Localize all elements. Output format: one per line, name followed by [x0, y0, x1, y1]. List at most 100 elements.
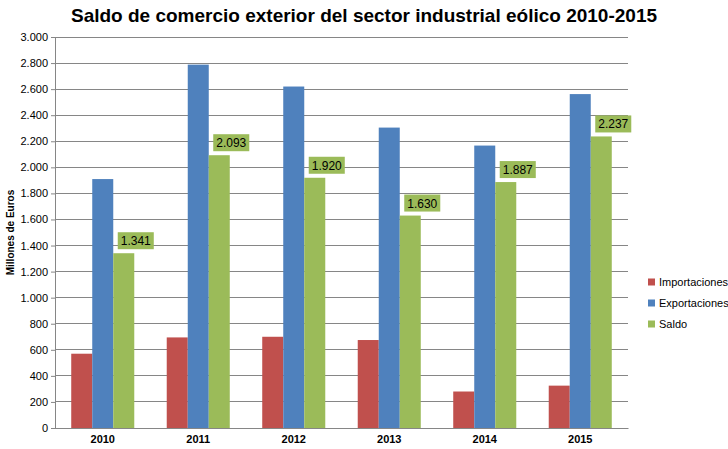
tick: 2.200: [20, 135, 55, 147]
axis-line: [55, 38, 56, 429]
data-label-text: 1.630: [407, 197, 437, 211]
tick-mark: [51, 350, 55, 351]
tick-mark: [51, 376, 55, 377]
tick-label: 400: [30, 370, 48, 382]
grid-line: [55, 63, 628, 64]
tick-mark: [51, 115, 55, 116]
tick: 2015: [568, 428, 592, 445]
bar: [92, 179, 113, 428]
data-label: 1.630: [404, 195, 440, 212]
tick: 400: [30, 370, 55, 382]
tick-mark: [51, 402, 55, 403]
tick-label: 2.600: [20, 83, 48, 95]
tick-label: 2.400: [20, 109, 48, 121]
bars: [71, 65, 612, 428]
grid-line: [55, 193, 628, 194]
tick-label: 600: [30, 344, 48, 356]
tick: 1.000: [20, 292, 55, 304]
tick-mark: [51, 141, 55, 142]
grid-line: [55, 219, 628, 220]
data-label-box: [500, 161, 536, 178]
grid-line: [55, 115, 628, 116]
legend-label: Exportaciones: [659, 297, 728, 309]
bar: [400, 216, 421, 428]
tick: 800: [30, 318, 55, 330]
tick-label: 1.200: [20, 266, 48, 278]
tick-label: 2010: [91, 433, 115, 445]
tick-mark: [51, 298, 55, 299]
tick-label: 1.800: [20, 187, 48, 199]
tick: 2.000: [20, 161, 55, 173]
legend-label: Saldo: [659, 318, 687, 330]
grid-line: [55, 323, 628, 324]
grid-line: [55, 349, 628, 350]
data-label-box: [404, 195, 440, 212]
bar: [113, 253, 134, 428]
tick: 2013: [377, 428, 401, 445]
bar: [570, 94, 591, 428]
legend-item: Exportaciones: [648, 297, 728, 309]
tick-label: 200: [30, 396, 48, 408]
tick-label: 1.600: [20, 213, 48, 225]
tick-mark: [51, 37, 55, 38]
bar: [71, 354, 92, 428]
legend-swatch: [648, 279, 655, 286]
tick: 2014: [473, 428, 498, 445]
data-label: 1.920: [309, 157, 345, 174]
grid-line: [55, 37, 628, 38]
tick-mark: [51, 167, 55, 168]
data-label-text: 1.887: [503, 163, 533, 177]
tick-mark: [51, 193, 55, 194]
tick-label: 800: [30, 318, 48, 330]
legend-swatch: [648, 321, 655, 328]
bar: [453, 392, 474, 428]
legend-item: Importaciones: [648, 276, 728, 288]
title: Saldo de comercio exterior del sector in…: [71, 5, 658, 26]
tick-mark: [51, 246, 55, 247]
bar: [379, 128, 400, 428]
bar: [549, 386, 570, 428]
grid-line: [55, 89, 628, 90]
tick: 2011: [186, 428, 210, 445]
tick: 1.800: [20, 187, 55, 199]
grid-line: [55, 375, 628, 376]
data-label-box: [595, 115, 631, 132]
tick: 2.800: [20, 57, 55, 69]
bar: [358, 340, 379, 428]
bar: [188, 65, 209, 428]
legend-swatch: [648, 300, 655, 307]
x-axis: 2010 2011 2012 2013 2014 2015: [56, 428, 629, 445]
tick-mark: [51, 272, 55, 273]
tick-label: 1.400: [20, 240, 48, 252]
tick: 0: [42, 422, 55, 434]
tick: 200: [30, 396, 55, 408]
tick: 600: [30, 344, 55, 356]
bar: [262, 337, 283, 428]
tick-mark: [51, 63, 55, 64]
data-label-text: 1.920: [312, 159, 342, 173]
grid-line: [55, 428, 628, 429]
tick: 2012: [282, 428, 306, 445]
y-axis: 0 200 400 600 800 1.000 1.200 1.400 1.600 1.800 2.…: [20, 31, 55, 434]
tick-label: 2012: [282, 433, 306, 445]
chart: Saldo de comercio exterior del sector in…: [0, 0, 728, 449]
bar: [495, 182, 516, 428]
axis-line: [56, 428, 629, 429]
tick-label: 0: [42, 422, 48, 434]
bar: [209, 155, 230, 428]
data-label-box: [309, 157, 345, 174]
data-label: 2.093: [213, 134, 249, 151]
axis-title: Millones de Euros: [5, 189, 16, 275]
data-label: 1.341: [118, 232, 154, 249]
tick-label: 2015: [568, 433, 592, 445]
tick-label: 2011: [186, 433, 210, 445]
tick-mark: [51, 324, 55, 325]
tick-mark: [51, 428, 55, 429]
bar: [167, 337, 188, 428]
legend-label: Importaciones: [659, 276, 728, 288]
grid: [55, 37, 628, 428]
tick-mark: [51, 219, 55, 220]
tick-label: 3.000: [20, 31, 48, 43]
tick-label: 2.800: [20, 57, 48, 69]
grid-line: [55, 297, 628, 298]
